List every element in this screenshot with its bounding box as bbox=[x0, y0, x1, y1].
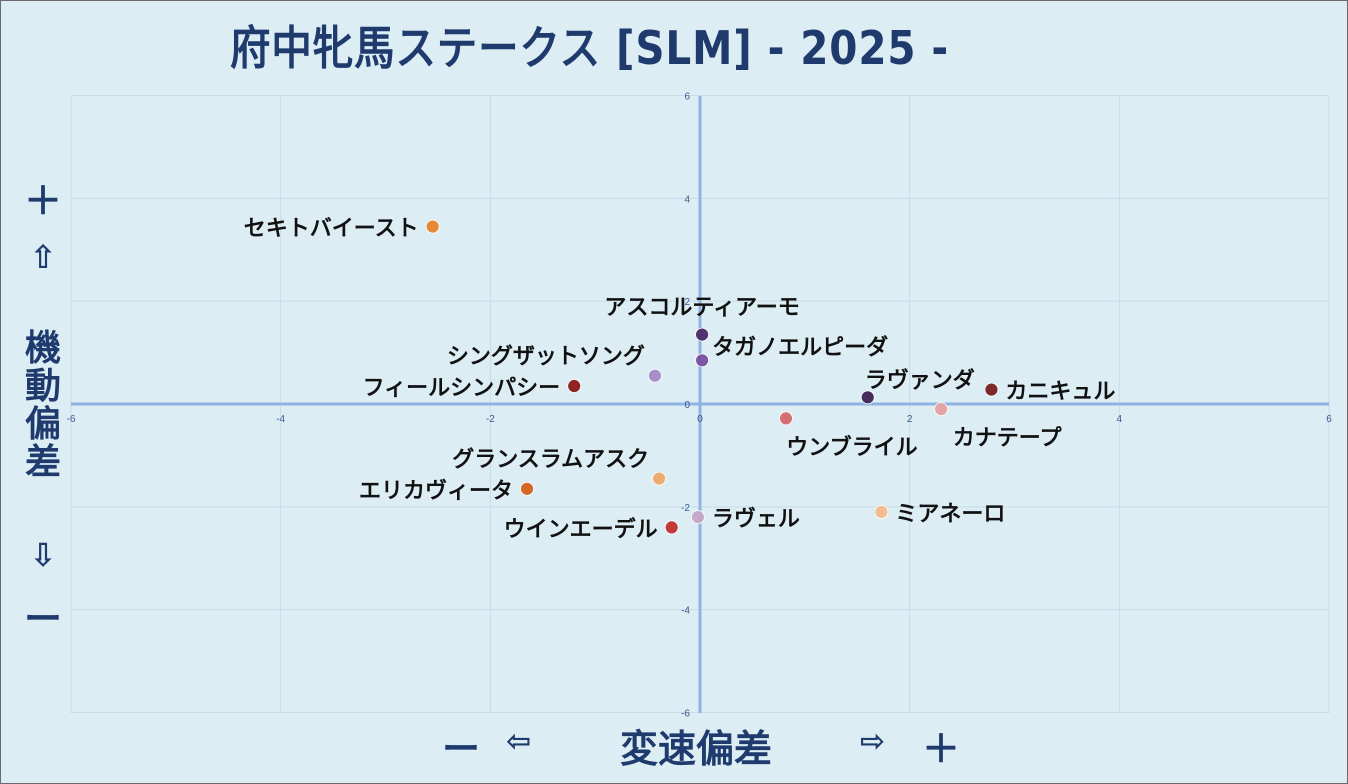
data-point bbox=[874, 505, 889, 519]
data-point-label: ラヴェル bbox=[712, 506, 800, 532]
data-point bbox=[652, 471, 667, 486]
data-point-label: ウンブライル bbox=[786, 434, 917, 460]
data-point-label: ラヴァンダ bbox=[865, 367, 975, 393]
data-point bbox=[860, 390, 875, 405]
x-axis-label: 変速偏差 bbox=[620, 727, 773, 771]
x-axis-label-row: ー ⇦ 変速偏差 ⇨ ＋ bbox=[0, 718, 1348, 771]
x-tick-label: 6 bbox=[1326, 414, 1332, 425]
up-arrow-icon: ⇧ bbox=[29, 238, 57, 276]
x-tick-label: 2 bbox=[907, 414, 913, 425]
data-point bbox=[567, 379, 582, 393]
x-tick-label: 4 bbox=[1117, 414, 1123, 425]
data-point-label: タガノエルピーダ bbox=[712, 334, 888, 360]
y-axis-label-char: 動 bbox=[24, 366, 61, 407]
y-axis-label-char: 差 bbox=[24, 442, 61, 483]
y-tick-label: -2 bbox=[681, 503, 690, 514]
data-point bbox=[691, 510, 705, 525]
data-point-label: シングザットソング bbox=[447, 344, 645, 370]
data-point-label: カナテープ bbox=[953, 426, 1063, 451]
x-tick-label: -6 bbox=[67, 414, 76, 425]
data-point-label: カニキュル bbox=[1005, 380, 1115, 405]
data-point-label: セキトバイースト bbox=[244, 217, 419, 242]
y-tick-label: 0 bbox=[684, 400, 690, 411]
y-axis-label-char: 機 bbox=[24, 328, 61, 369]
y-tick-label: 2 bbox=[684, 297, 690, 308]
data-point-label: グランスラムアスク bbox=[452, 447, 649, 473]
data-point-label: ミアネーロ bbox=[895, 502, 1005, 527]
data-point-label: アスコルティアーモ bbox=[604, 296, 799, 321]
data-point bbox=[520, 481, 534, 496]
y-axis-plus-sign: ＋ bbox=[23, 179, 62, 223]
y-tick-label: -4 bbox=[681, 606, 690, 617]
data-point bbox=[695, 353, 709, 368]
chart-title: 府中牝馬ステークス [SLM] - 2025 - bbox=[230, 21, 950, 75]
x-tick-label: -4 bbox=[276, 414, 285, 425]
down-arrow-icon: ⇩ bbox=[29, 536, 57, 574]
x-tick-label: -2 bbox=[486, 414, 495, 425]
x-tick-label: 0 bbox=[697, 414, 703, 425]
y-axis-label-char: 偏 bbox=[24, 404, 61, 445]
y-tick-label: -6 bbox=[681, 709, 690, 720]
y-tick-label: 6 bbox=[684, 92, 690, 103]
y-axis-label: 機動偏差 bbox=[18, 330, 68, 482]
data-point bbox=[648, 368, 662, 383]
y-axis-minus-sign: ー bbox=[23, 597, 62, 641]
data-point bbox=[664, 520, 679, 535]
data-point bbox=[779, 411, 793, 426]
data-point-label: ウインエーデル bbox=[504, 516, 658, 542]
x-axis-minus-sign: ー bbox=[442, 727, 481, 771]
data-point bbox=[695, 327, 709, 342]
data-point bbox=[984, 382, 999, 397]
y-tick-label: 4 bbox=[684, 194, 690, 205]
left-arrow-icon: ⇦ bbox=[506, 724, 532, 759]
x-axis-plus-sign: ＋ bbox=[922, 727, 961, 771]
data-point bbox=[425, 219, 440, 234]
data-point-label: エリカヴィータ bbox=[359, 478, 513, 504]
data-point bbox=[934, 402, 949, 417]
data-point-label: フィールシンパシー bbox=[363, 376, 561, 401]
right-arrow-icon: ⇨ bbox=[860, 724, 886, 759]
